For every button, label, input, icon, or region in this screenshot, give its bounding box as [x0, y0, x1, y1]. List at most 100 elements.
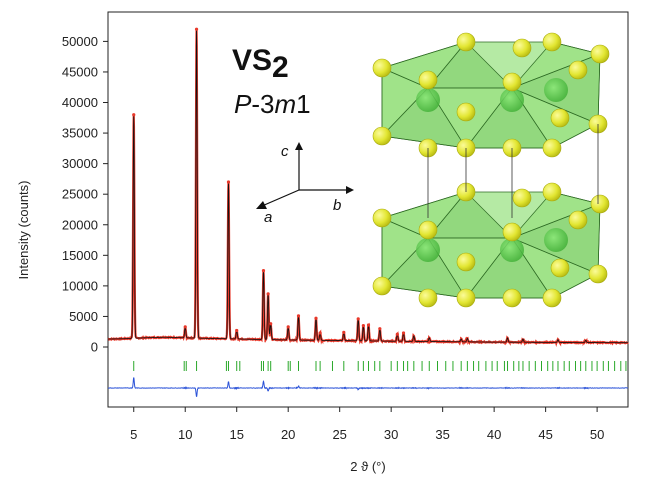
- y-tick-label: 45000: [62, 64, 98, 79]
- vanadium-atom: [416, 88, 440, 112]
- peak-point: [183, 325, 187, 329]
- peak-point: [361, 324, 365, 328]
- vanadium-atom: [544, 78, 568, 102]
- peak-point: [342, 330, 346, 334]
- x-tick-label: 5: [130, 427, 137, 442]
- sulfur-atom: [418, 288, 438, 308]
- sulfur-atom: [502, 222, 522, 242]
- sulfur-atom: [372, 58, 392, 78]
- sulfur-atom: [590, 44, 610, 64]
- space-group-1: 1: [296, 89, 310, 119]
- series-layer: [107, 27, 629, 397]
- peak-point: [132, 113, 136, 117]
- formula-base: VS: [232, 44, 272, 77]
- calculated-series-line: [107, 29, 628, 344]
- x-tick-label: 25: [332, 427, 346, 442]
- octahedron-face: [380, 191, 468, 239]
- sulfur-atom: [418, 70, 438, 90]
- space-group-bar3: -3: [251, 89, 274, 119]
- peak-point: [395, 332, 399, 336]
- y-tick-label: 30000: [62, 156, 98, 171]
- a-axis-line: [261, 189, 300, 207]
- sulfur-atom: [418, 220, 438, 240]
- y-tick-label: 5000: [69, 309, 98, 324]
- x-tick-label: 50: [590, 427, 604, 442]
- peak-point: [286, 325, 290, 329]
- sulfur-atom: [372, 276, 392, 296]
- x-axis-title: 2 ϑ (°): [350, 459, 385, 474]
- space-group-m: m: [274, 89, 296, 119]
- y-tick-label: 50000: [62, 34, 98, 49]
- sulfur-atom: [512, 38, 532, 58]
- y-tick-label: 10000: [62, 278, 98, 293]
- peak-point: [401, 331, 406, 335]
- vanadium-atom: [500, 88, 524, 112]
- vanadium-atom: [544, 228, 568, 252]
- sulfur-atom: [456, 288, 476, 308]
- y-axis: 0 5000 10000 15000 20000 25000 30000 35000 40000…: [62, 34, 108, 355]
- peak-point: [266, 292, 270, 296]
- sulfur-atom: [542, 182, 562, 202]
- octahedron-face: [380, 41, 468, 89]
- c-axis-label: c: [281, 143, 289, 160]
- peak-point: [235, 328, 239, 333]
- sulfur-atom: [568, 60, 588, 80]
- space-group-p: P: [234, 89, 252, 119]
- peak-point: [296, 314, 301, 318]
- sulfur-atom: [456, 32, 476, 52]
- vanadium-atom: [416, 238, 440, 262]
- c-axis-arrow-icon: [295, 142, 303, 150]
- peak-point: [226, 180, 231, 184]
- a-axis-arrow-icon: [256, 201, 267, 209]
- y-tick-label: 40000: [62, 95, 98, 110]
- sulfur-atom: [588, 264, 608, 284]
- vanadium-atom: [500, 238, 524, 262]
- x-tick-label: 10: [178, 427, 192, 442]
- peak-point: [269, 322, 273, 326]
- space-group-label: P-3m1: [234, 89, 311, 119]
- sulfur-atom: [512, 188, 532, 208]
- sulfur-atom: [502, 72, 522, 92]
- vs2-layer-top: [372, 32, 610, 158]
- sulfur-atom: [590, 194, 610, 214]
- y-tick-label: 15000: [62, 248, 98, 263]
- y-axis-title: Intensity (counts): [16, 181, 31, 280]
- x-axis: 5 10 15 20 25 30 35 40 45 50: [130, 407, 604, 442]
- peak-point: [378, 327, 382, 331]
- van-der-waals-gap: [427, 124, 599, 218]
- peak-point: [261, 268, 266, 273]
- sulfur-atom: [550, 258, 570, 278]
- sulfur-atom: [542, 32, 562, 52]
- lattice-axes: c a b: [256, 142, 354, 226]
- peak-point: [314, 316, 318, 320]
- y-tick-label: 0: [91, 340, 98, 355]
- vs2-layer-bottom: [372, 182, 610, 308]
- x-tick-label: 20: [281, 427, 295, 442]
- x-tick-label: 40: [487, 427, 501, 442]
- b-axis-label: b: [333, 197, 341, 214]
- peak-point: [366, 323, 371, 327]
- peak-point: [194, 27, 199, 31]
- sulfur-atom: [456, 102, 476, 122]
- crystal-structure-illustration: [372, 32, 610, 308]
- x-tick-label: 15: [229, 427, 243, 442]
- plot-frame: [107, 11, 629, 408]
- y-tick-label: 35000: [62, 126, 98, 141]
- sulfur-atom: [372, 208, 392, 228]
- y-tick-label: 25000: [62, 187, 98, 202]
- x-tick-label: 30: [384, 427, 398, 442]
- sulfur-atom: [568, 210, 588, 230]
- sulfur-atom: [456, 252, 476, 272]
- peak-point: [356, 317, 360, 321]
- sulfur-atom: [542, 288, 562, 308]
- chart-title: VS2: [232, 44, 289, 84]
- x-tick-label: 35: [435, 427, 449, 442]
- y-tick-label: 20000: [62, 217, 98, 232]
- sulfur-atom: [542, 138, 562, 158]
- difference-series-line: [107, 377, 629, 397]
- sulfur-atom: [550, 108, 570, 128]
- formula-subscript: 2: [272, 51, 289, 84]
- x-tick-label: 45: [538, 427, 552, 442]
